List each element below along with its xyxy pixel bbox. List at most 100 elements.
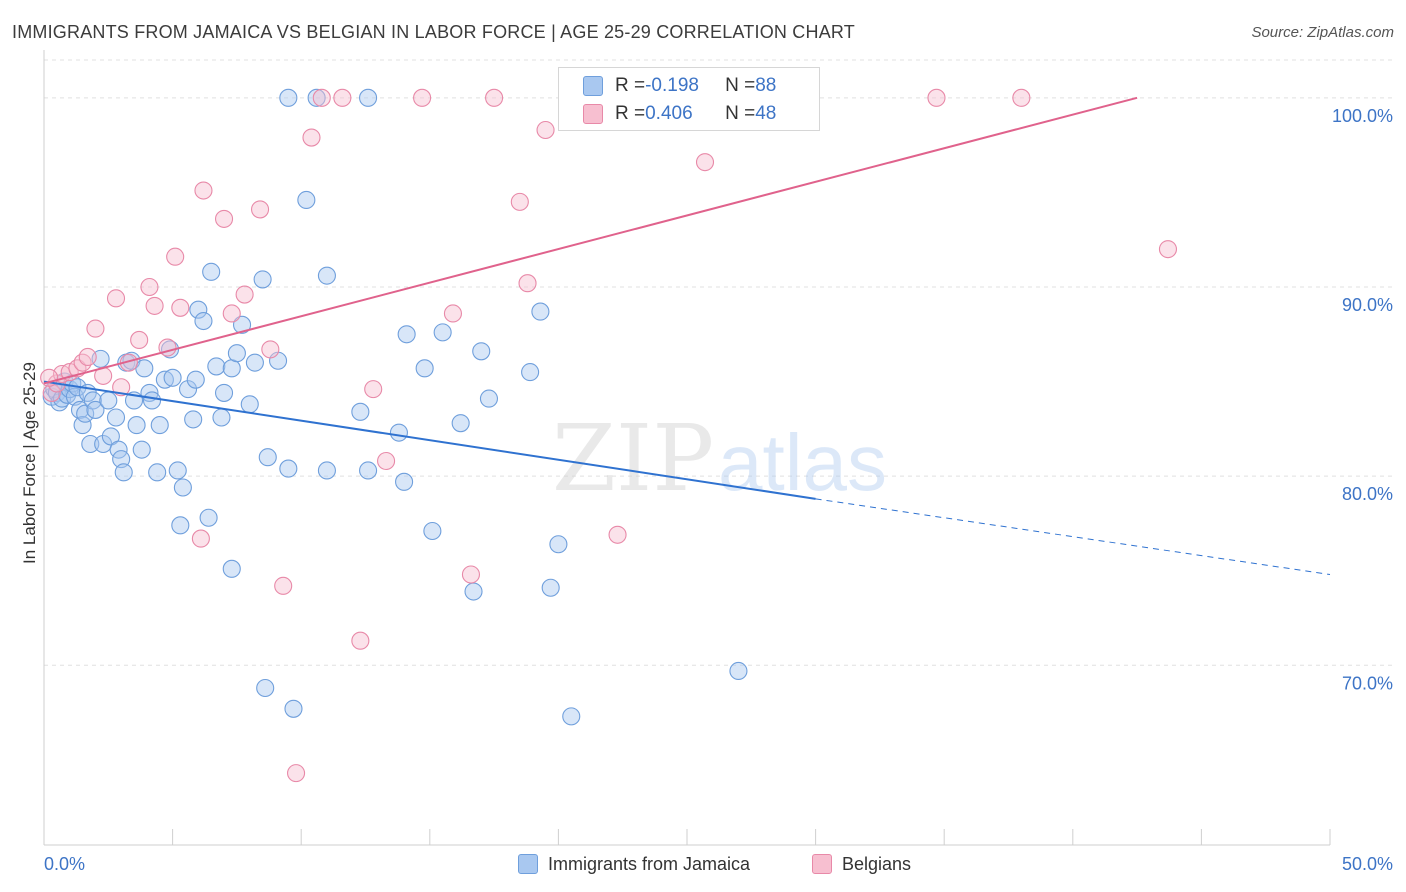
chart-title: IMMIGRANTS FROM JAMAICA VS BELGIAN IN LA… <box>12 22 855 42</box>
watermark-zip: ZIP <box>552 405 714 512</box>
jamaica-point <box>479 389 499 408</box>
jamaica-point <box>232 315 252 334</box>
jamaica-point <box>222 559 241 578</box>
y-tick-label: 70.0% <box>1342 673 1393 693</box>
legend-n-label: N = <box>725 75 756 96</box>
belgians-point <box>510 192 529 211</box>
chart-source: Source: ZipAtlas.com <box>1251 24 1394 41</box>
belgians-point <box>191 529 210 548</box>
jamaica-point <box>186 370 205 389</box>
belgians-point <box>364 380 383 399</box>
legend-r-value: -0.198 <box>645 75 699 96</box>
jamaica-point <box>184 410 203 429</box>
jamaica-point <box>150 416 169 435</box>
belgians-point <box>222 304 241 323</box>
watermark-atlas: atlas <box>718 418 887 507</box>
bottom-legend-label: Immigrants from Jamaica <box>548 853 751 874</box>
legend-n-value: 88 <box>755 75 777 96</box>
jamaica-point <box>99 391 118 410</box>
jamaica-point <box>359 88 378 107</box>
jamaica-point <box>148 463 167 482</box>
jamaica-point <box>73 416 92 435</box>
jamaica-point <box>168 461 187 480</box>
belgians-point <box>351 631 370 650</box>
jamaica-point <box>297 190 316 210</box>
jamaica-point <box>562 707 581 726</box>
jamaica-point <box>142 391 162 410</box>
belgians-point <box>171 298 190 317</box>
jamaica-point <box>160 340 180 359</box>
belgians-point <box>302 128 321 147</box>
legend-row-belgians: R = 0.406 N = 48 <box>583 101 776 127</box>
belgians-point <box>485 88 504 107</box>
belgians-trend-line <box>43 96 1138 385</box>
belgians-point <box>461 565 481 584</box>
bottom-legend-swatch-blue <box>518 854 538 874</box>
jamaica-point <box>245 353 264 372</box>
jamaica-point <box>423 521 442 541</box>
jamaica-point <box>397 325 416 344</box>
x-tick-label-min: 0.0% <box>44 854 85 874</box>
belgians-point <box>130 330 149 350</box>
bottom-legend-swatch-pink <box>812 854 832 874</box>
bottom-legend-jamaica: Immigrants from Jamaica <box>518 852 750 876</box>
jamaica-point <box>135 359 154 378</box>
belgians-point <box>287 764 306 783</box>
belgians-point <box>250 200 270 219</box>
x-tick-label-max: 50.0% <box>1342 854 1393 874</box>
legend-r-label: R = <box>615 103 646 124</box>
jamaica-point <box>189 300 208 319</box>
jamaica-point <box>729 661 748 681</box>
belgians-point <box>695 153 715 172</box>
belgians-point <box>261 340 280 359</box>
y-tick-label: 100.0% <box>1332 106 1393 126</box>
jamaica-point <box>132 440 151 459</box>
jamaica-point <box>253 270 272 289</box>
belgians-point <box>86 319 105 338</box>
belgians-point <box>443 304 462 323</box>
jamaica-point <box>112 450 131 469</box>
jamaica-point <box>155 370 174 389</box>
jamaica-point <box>317 266 336 285</box>
jamaica-point <box>415 359 434 378</box>
jamaica-point <box>163 368 182 387</box>
jamaica-point <box>451 414 470 433</box>
bottom-legend-belgians: Belgians <box>812 852 911 876</box>
belgians-point <box>518 274 537 293</box>
jamaica-point <box>207 357 226 376</box>
jamaica-point <box>76 404 95 423</box>
legend-swatch-pink <box>583 104 603 124</box>
jamaica-point <box>194 311 213 331</box>
jamaica-point <box>359 461 378 480</box>
jamaica-point <box>256 678 275 698</box>
belgians-point <box>312 88 331 107</box>
jamaica-point <box>214 383 234 402</box>
jamaica-point <box>81 434 100 454</box>
belgians-point <box>608 525 627 544</box>
jamaica-trend-line <box>43 380 816 500</box>
belgians-point <box>536 120 555 140</box>
belgians-point <box>927 88 946 107</box>
jamaica-point <box>279 459 298 478</box>
jamaica-point <box>433 323 452 342</box>
belgians-point <box>68 359 87 378</box>
jamaica-point <box>227 344 246 363</box>
jamaica-point <box>127 416 146 435</box>
belgians-point <box>78 347 97 367</box>
jamaica-point <box>549 535 568 554</box>
belgians-point <box>235 285 254 304</box>
jamaica-point <box>395 472 414 491</box>
jamaica-point <box>114 463 133 482</box>
belgians-point <box>214 209 234 228</box>
legend-n-label: N = <box>725 103 756 124</box>
jamaica-point <box>389 423 408 442</box>
jamaica-point <box>531 302 550 321</box>
jamaica-point <box>106 408 126 427</box>
belgians-point <box>413 88 432 107</box>
jamaica-point <box>86 400 105 419</box>
correlation-legend: R = -0.198 N = 88 R = 0.406 N = 48 <box>558 67 820 131</box>
bottom-legend-label: Belgians <box>842 853 912 874</box>
belgians-point <box>377 451 396 471</box>
jamaica-point <box>258 448 277 467</box>
belgians-point <box>112 378 131 397</box>
